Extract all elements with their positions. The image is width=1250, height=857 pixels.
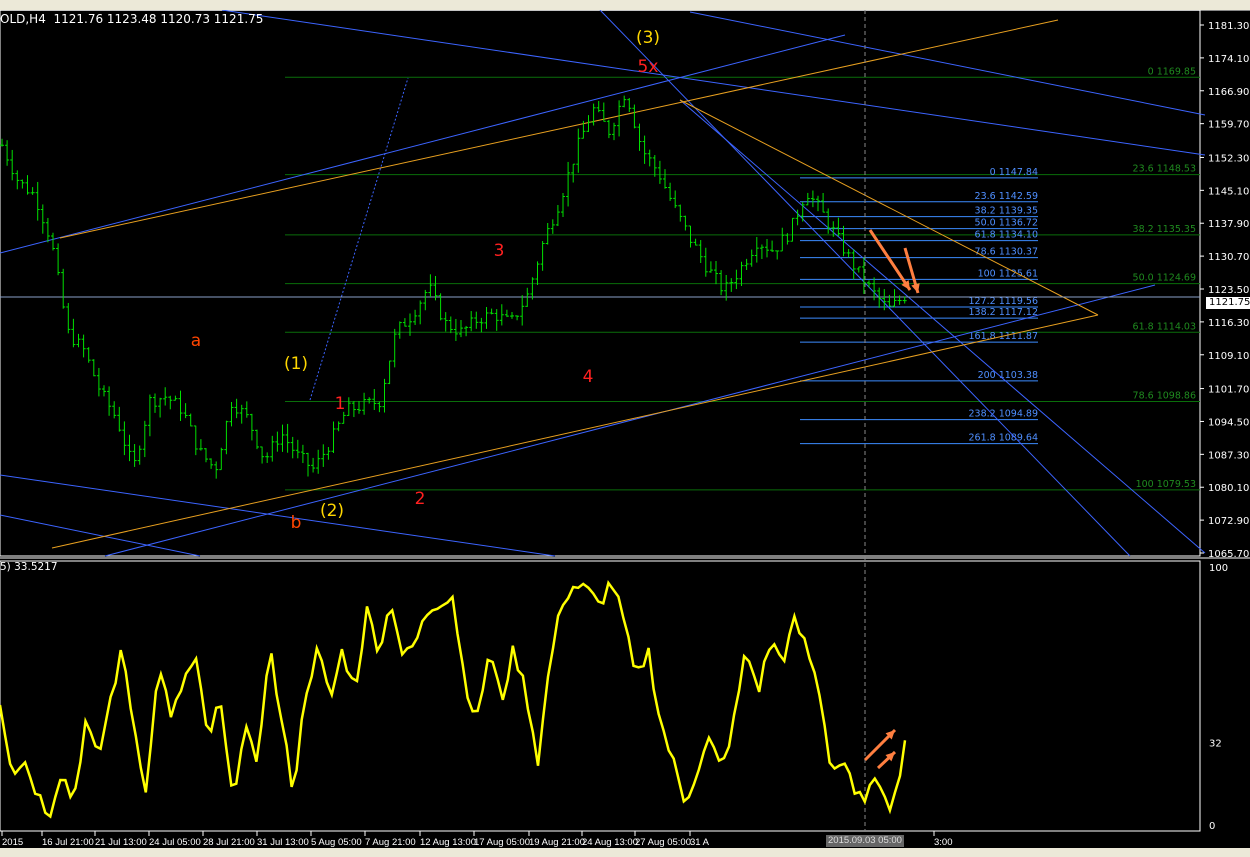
time-tick-label: 3:00 — [934, 837, 953, 848]
trendline-blue — [679, 99, 1206, 554]
fib-level-label: 78.6 1098.86 — [1133, 391, 1196, 402]
trendline-dotted — [309, 77, 409, 401]
price-tick-label: 1174.10 — [1208, 54, 1249, 65]
indicator-plot-frame — [0, 560, 1201, 832]
fib-level-label: 23.6 1148.53 — [1133, 164, 1196, 175]
price-tick-label: 1094.50 — [1208, 417, 1249, 428]
fib-extension-label: 261.8 1089.64 — [968, 433, 1038, 444]
current-price-tag: 1121.75 — [1206, 297, 1250, 309]
arrow-head-icon — [885, 752, 895, 762]
price-chart[interactable]: 1181.30 1174.10 1166.90 1159.70 1152.30 1145.… — [0, 10, 1250, 848]
fib-level-label: 0 1169.85 — [1148, 66, 1196, 77]
fib-extension-label: 78.6 1130.37 — [975, 247, 1038, 258]
fib-extension-label: 38.2 1139.35 — [975, 206, 1038, 217]
trendline-blue — [221, 10, 1206, 156]
chart-tabs-bar[interactable] — [0, 848, 1250, 857]
time-tick-label: 21 Jul 13:00 — [95, 837, 147, 848]
fib-level-label: 50.0 1124.69 — [1133, 273, 1196, 284]
price-tick-label: 1145.10 — [1208, 186, 1249, 197]
wave-label: b — [291, 513, 302, 533]
time-tick-label: 24 Jul 05:00 — [149, 837, 201, 848]
trendline-blue — [0, 34, 846, 254]
annotation-arrow — [868, 229, 912, 291]
price-tick-label: 1109.10 — [1208, 351, 1249, 362]
arrow-head-icon — [901, 280, 910, 290]
wave-label: 1 — [335, 394, 346, 414]
indicator-tick-label: 100 — [1209, 563, 1228, 574]
fib-extension-label: 100 1125.61 — [978, 268, 1038, 279]
trendline-blue — [0, 514, 201, 557]
wave-label: 3 — [494, 241, 505, 261]
fib-extension-label: 0 1147.84 — [990, 167, 1038, 178]
fib-extension-label: 50.0 1136.72 — [975, 218, 1038, 229]
time-tick-label: 27 Aug 05:00 — [635, 837, 691, 848]
price-tick-label: 1137.90 — [1208, 219, 1249, 230]
indicator-tick-label: 32 — [1209, 738, 1222, 749]
arrow-head-icon — [885, 730, 895, 740]
crosshair-time-tag: 2015.09.03 05:00 — [826, 835, 904, 847]
trendline-orange — [59, 19, 1059, 239]
wave-label: a — [191, 331, 201, 351]
price-tick-label: 1080.10 — [1208, 483, 1249, 494]
symbol-ohlc-header: OLD,H4 1121.76 1123.48 1120.73 1121.75 — [0, 12, 264, 26]
fib-extension-label: 238.2 1094.89 — [968, 409, 1038, 420]
price-tick-label: 1116.30 — [1208, 318, 1249, 329]
wave-label: (1) — [284, 354, 308, 374]
arrow-head-icon — [911, 283, 920, 293]
fib-extension-label: 200 1103.38 — [978, 370, 1038, 381]
trendline-orange — [51, 314, 1099, 549]
indicator-line — [0, 579, 907, 819]
trendline-blue — [104, 284, 1156, 557]
time-tick-label: 2015 — [2, 837, 23, 848]
price-tick-label: 1065.70 — [1208, 549, 1249, 560]
fib-level-label: 100 1079.53 — [1136, 479, 1196, 490]
indicator-tick-label: 0 — [1209, 821, 1215, 832]
wave-label: 4 — [583, 367, 594, 387]
trendline-blue — [689, 11, 1206, 116]
time-tick-label: 31 Jul 13:00 — [257, 837, 309, 848]
price-tick-label: 1166.90 — [1208, 87, 1249, 98]
time-tick-label: 12 Aug 13:00 — [420, 837, 476, 848]
fib-extension-label: 127.2 1119.56 — [968, 296, 1038, 307]
wave-label: 2 — [415, 489, 426, 509]
fib-extension-label: 61.8 1134.10 — [975, 230, 1038, 241]
price-tick-label: 1130.70 — [1208, 252, 1249, 263]
fib-extension-label: 23.6 1142.59 — [975, 191, 1038, 202]
time-tick-label: 28 Jul 21:00 — [203, 837, 255, 848]
trendline-blue — [0, 474, 556, 557]
price-tick-label: 1101.70 — [1208, 385, 1249, 396]
wave-label: (3) — [636, 28, 660, 48]
indicator-header: 5) 33.5217 — [0, 561, 58, 573]
price-tick-label: 1072.90 — [1208, 516, 1249, 527]
trendline-orange — [679, 99, 1099, 316]
time-tick-label: 17 Aug 05:00 — [474, 837, 530, 848]
main-plot-frame — [0, 10, 1201, 557]
time-tick-label: 16 Jul 21:00 — [42, 837, 94, 848]
fib-level-label: 38.2 1135.35 — [1133, 224, 1196, 235]
fib-extension-label: 138.2 1117.12 — [968, 307, 1038, 318]
time-tick-label: 7 Aug 21:00 — [365, 837, 416, 848]
price-tick-label: 1123.50 — [1208, 285, 1249, 296]
time-tick-label: 5 Aug 05:00 — [311, 837, 362, 848]
time-tick-label: 24 Aug 13:00 — [582, 837, 638, 848]
fib-level-label: 61.8 1114.03 — [1133, 321, 1196, 332]
time-tick-label: 31 A — [690, 837, 710, 848]
wave-label: 5x — [638, 57, 659, 77]
price-tick-label: 1159.70 — [1208, 120, 1249, 131]
time-tick-label: 19 Aug 21:00 — [529, 837, 585, 848]
wave-label: (2) — [320, 501, 344, 521]
price-tick-label: 1152.30 — [1208, 153, 1249, 164]
price-tick-label: 1181.30 — [1208, 21, 1249, 32]
price-tick-label: 1087.30 — [1208, 450, 1249, 461]
